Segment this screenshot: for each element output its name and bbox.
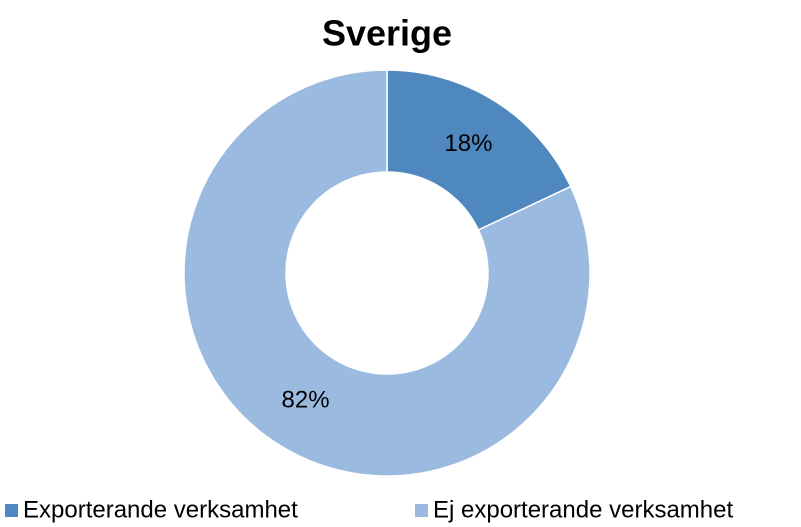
data-label: 82% xyxy=(282,387,330,414)
legend-swatch xyxy=(415,504,428,517)
data-label: 18% xyxy=(444,130,492,157)
chart-title: Sverige xyxy=(322,13,452,54)
legend-swatch xyxy=(5,504,18,517)
legend-label: Exporterande verksamhet xyxy=(23,496,298,523)
donut-slice xyxy=(183,69,591,477)
legend-label: Ej exporterande verksamhet xyxy=(433,496,733,523)
donut-slice xyxy=(386,69,572,231)
